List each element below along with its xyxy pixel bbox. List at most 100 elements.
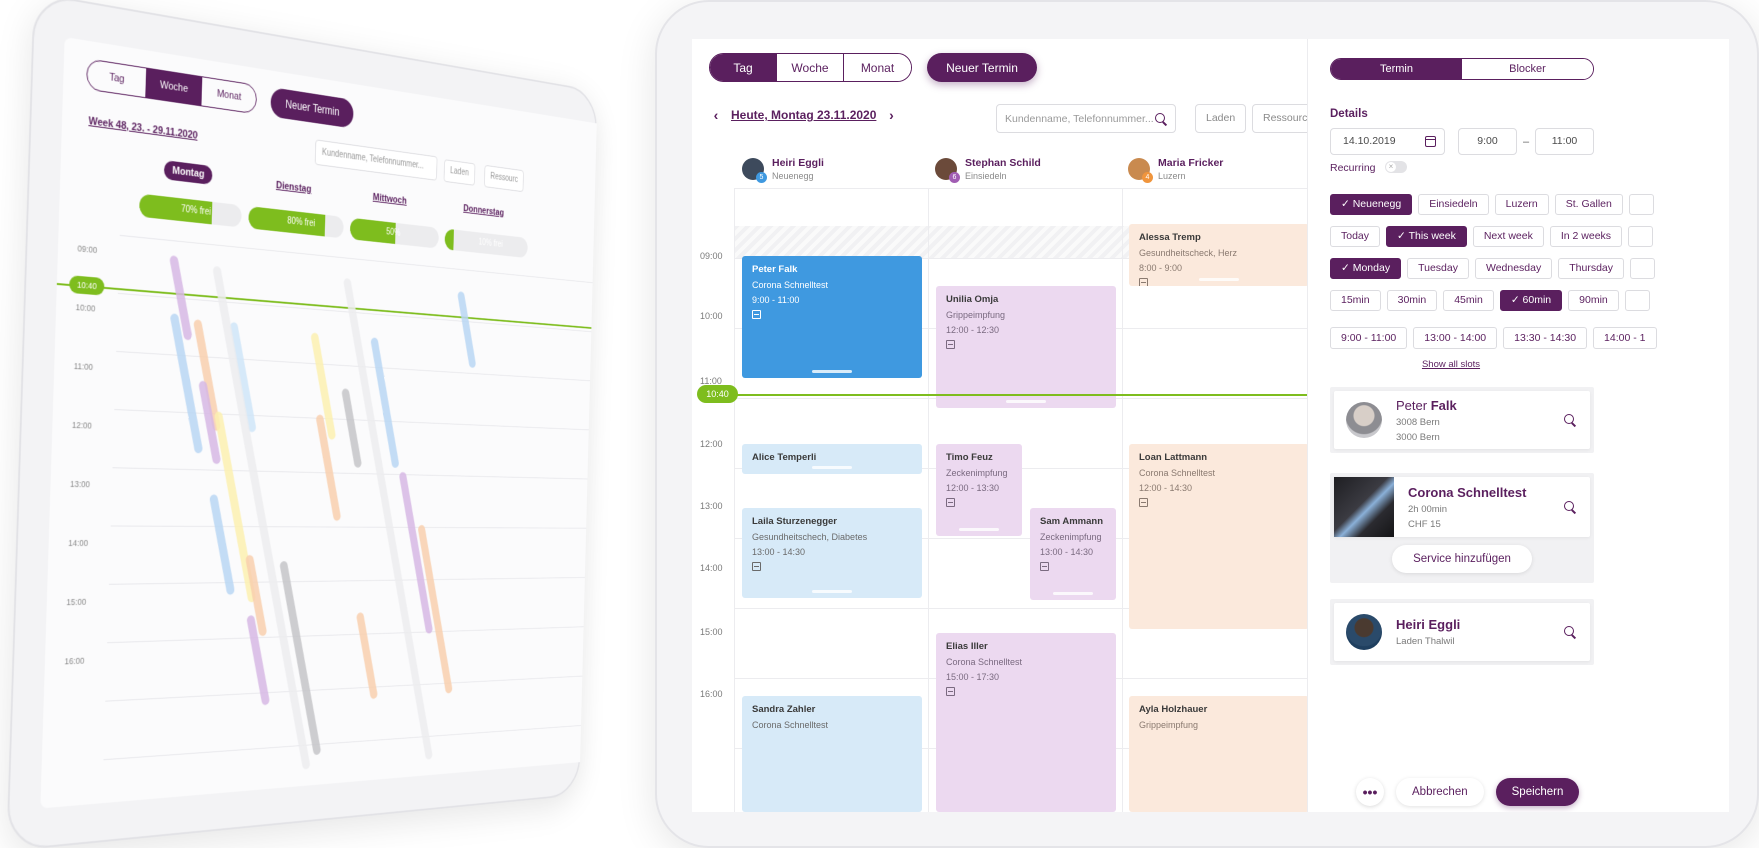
chip-weekday-wednesday[interactable]: Wednesday bbox=[1475, 258, 1552, 279]
back-view-monat[interactable]: Monat bbox=[201, 77, 256, 113]
back-view-switch: Tag Woche Monat bbox=[86, 58, 257, 114]
chip-duration-more[interactable] bbox=[1625, 290, 1650, 311]
chip-slot[interactable]: 9:00 - 11:00 bbox=[1330, 327, 1407, 349]
show-all-slots-link[interactable]: Show all slots bbox=[1308, 359, 1594, 370]
location-chips: Neuenegg Einsiedeln Luzern St. Gallen bbox=[1330, 194, 1654, 215]
tab-termin[interactable]: Termin bbox=[1331, 59, 1462, 79]
chip-location-einsiedeln[interactable]: Einsiedeln bbox=[1418, 194, 1488, 215]
appointment-alice-temperli[interactable]: Alice Temperli bbox=[742, 444, 922, 474]
chip-period-more[interactable] bbox=[1628, 226, 1653, 247]
resource-header-stephan[interactable]: 6 Stephan Schild Einsiedeln bbox=[935, 157, 1041, 181]
time-from-field[interactable]: 9:00 bbox=[1458, 128, 1517, 155]
service-image bbox=[1334, 477, 1394, 537]
chip-slot[interactable]: 13:00 - 14:00 bbox=[1413, 327, 1497, 349]
back-day-wednesday[interactable]: Mittwoch bbox=[373, 192, 407, 207]
view-monat-button[interactable]: Monat bbox=[844, 54, 911, 81]
appointment-ayla-holzhauer[interactable]: Ayla Holzhauer Grippeimpfung bbox=[1129, 696, 1309, 812]
chip-weekday-tuesday[interactable]: Tuesday bbox=[1407, 258, 1469, 279]
chip-duration-45[interactable]: 45min bbox=[1443, 290, 1494, 311]
back-filter-laden[interactable]: Laden bbox=[444, 159, 476, 186]
appointment-unilia-omja[interactable]: Unilia Omja Grippeimpfung 12:00 - 12:30 bbox=[936, 286, 1116, 408]
search-icon[interactable] bbox=[1155, 113, 1167, 125]
resize-handle[interactable] bbox=[1053, 592, 1093, 595]
chip-weekday-monday[interactable]: Monday bbox=[1330, 258, 1401, 279]
chip-period-in-2-weeks[interactable]: In 2 weeks bbox=[1550, 226, 1622, 247]
date-field[interactable]: 14.10.2019 bbox=[1330, 128, 1445, 155]
appointment-peter-falk[interactable]: Peter Falk Corona Schnelltest 9:00 - 11:… bbox=[742, 256, 922, 378]
tab-blocker[interactable]: Blocker bbox=[1462, 59, 1593, 79]
more-options-button[interactable]: ••• bbox=[1356, 778, 1384, 806]
resource-header-maria[interactable]: 4 Maria Fricker Luzern bbox=[1128, 157, 1223, 181]
resource-header-heiri[interactable]: 5 Heiri Eggli Neuenegg bbox=[742, 157, 824, 181]
appointment-laila-sturzenegger[interactable]: Laila Sturzenegger Gesundheitschech, Dia… bbox=[742, 508, 922, 598]
staff-card[interactable]: Heiri Eggli Laden Thalwil bbox=[1334, 603, 1590, 661]
back-day-monday[interactable]: Montag bbox=[164, 160, 213, 185]
search-input[interactable] bbox=[1005, 113, 1155, 125]
appointment-service: Corona Schnelltest bbox=[1139, 468, 1299, 478]
appointment-sam-ammann[interactable]: Sam Ammann Zeckenimpfung 13:00 - 14:30 bbox=[1030, 508, 1116, 600]
chip-weekday-more[interactable] bbox=[1630, 258, 1655, 279]
view-tag-button[interactable]: Tag bbox=[710, 54, 777, 81]
back-view-tag[interactable]: Tag bbox=[87, 59, 146, 97]
back-week-title[interactable]: Week 48, 23. - 29.11.2020 bbox=[88, 115, 197, 141]
chip-duration-15[interactable]: 15min bbox=[1330, 290, 1381, 311]
chip-duration-90[interactable]: 90min bbox=[1568, 290, 1619, 311]
customer-first-name: Peter bbox=[1396, 398, 1427, 413]
appointment-loan-lattmann[interactable]: Loan Lattmann Corona Schnelltest 12:00 -… bbox=[1129, 444, 1309, 629]
chip-weekday-thursday[interactable]: Thursday bbox=[1558, 258, 1624, 279]
appointment-elias-iller[interactable]: Elias Iller Corona Schnelltest 15:00 - 1… bbox=[936, 633, 1116, 812]
resize-handle[interactable] bbox=[812, 370, 852, 373]
resize-handle[interactable] bbox=[1199, 278, 1239, 281]
cancel-button[interactable]: Abbrechen bbox=[1396, 778, 1484, 806]
back-view-woche[interactable]: Woche bbox=[145, 68, 202, 105]
back-capacity-bar-tuesday: 80% frei bbox=[248, 206, 344, 238]
save-button[interactable]: Speichern bbox=[1496, 778, 1580, 806]
period-chips: Today This week Next week In 2 weeks bbox=[1330, 226, 1653, 247]
chip-duration-30[interactable]: 30min bbox=[1387, 290, 1438, 311]
date-title[interactable]: Heute, Montag 23.11.2020 bbox=[731, 108, 876, 122]
chip-location-neuenegg[interactable]: Neuenegg bbox=[1330, 194, 1412, 215]
time-to-field[interactable]: 11:00 bbox=[1535, 128, 1594, 155]
view-woche-button[interactable]: Woche bbox=[777, 54, 844, 81]
chip-location-more[interactable] bbox=[1629, 194, 1654, 215]
chip-slot[interactable]: 13:30 - 14:30 bbox=[1503, 327, 1587, 349]
chevron-right-icon[interactable]: › bbox=[884, 108, 898, 122]
chip-slot[interactable]: 14:00 - 1 bbox=[1593, 327, 1656, 349]
chip-duration-60[interactable]: 60min bbox=[1500, 290, 1562, 311]
filter-laden[interactable]: Laden bbox=[1195, 104, 1246, 133]
chip-period-today[interactable]: Today bbox=[1330, 226, 1380, 247]
appointment-timo-feuz[interactable]: Timo Feuz Zeckenimpfung 12:00 - 13:30 bbox=[936, 444, 1022, 536]
back-time-label: 12:00 bbox=[72, 420, 92, 431]
customer-card-wrap: Peter Falk 3008 Bern 3000 Bern bbox=[1330, 387, 1594, 453]
appointment-time: 12:00 - 14:30 bbox=[1139, 483, 1299, 493]
chip-location-st-gallen[interactable]: St. Gallen bbox=[1555, 194, 1623, 215]
add-service-button[interactable]: Service hinzufügen bbox=[1392, 545, 1532, 573]
back-filter-ressource[interactable]: Ressourc bbox=[484, 165, 524, 192]
appointment-sandra-zahler[interactable]: Sandra Zahler Corona Schnelltest bbox=[742, 696, 922, 812]
calendar-icon[interactable] bbox=[1425, 136, 1436, 147]
chip-period-next-week[interactable]: Next week bbox=[1473, 226, 1544, 247]
resize-handle[interactable] bbox=[959, 528, 999, 531]
zoom-in-icon[interactable] bbox=[1564, 414, 1576, 426]
chip-period-this-week[interactable]: This week bbox=[1386, 226, 1467, 247]
appointment-panel: Termin Blocker Details 14.10.2019 9:00 –… bbox=[1307, 39, 1729, 812]
zoom-in-icon[interactable] bbox=[1564, 501, 1576, 513]
details-heading: Details bbox=[1330, 108, 1368, 120]
back-search-input[interactable]: Kundenname, Telefonnummer... bbox=[315, 139, 438, 180]
customer-card[interactable]: Peter Falk 3008 Bern 3000 Bern bbox=[1334, 391, 1590, 449]
appointment-alessa-tremp[interactable]: Alessa Tremp Gesundheitscheck, Herz 8:00… bbox=[1129, 224, 1309, 286]
chevron-left-icon[interactable]: ‹ bbox=[709, 108, 723, 122]
back-day-thursday[interactable]: Donnerstag bbox=[463, 203, 504, 218]
back-new-appointment-button[interactable]: Neuer Termin bbox=[270, 87, 353, 128]
resize-handle[interactable] bbox=[812, 590, 852, 593]
grid-line bbox=[928, 188, 929, 812]
service-card[interactable]: Corona Schnelltest 2h 00min CHF 15 bbox=[1334, 477, 1590, 537]
recurring-toggle[interactable] bbox=[1385, 161, 1407, 173]
resize-handle[interactable] bbox=[812, 466, 852, 469]
chip-location-luzern[interactable]: Luzern bbox=[1495, 194, 1549, 215]
new-appointment-button[interactable]: Neuer Termin bbox=[927, 53, 1037, 82]
zoom-in-icon[interactable] bbox=[1564, 626, 1576, 638]
back-day-tuesday[interactable]: Dienstag bbox=[276, 180, 312, 195]
resource-name: Maria Fricker bbox=[1158, 157, 1223, 169]
resize-handle[interactable] bbox=[1006, 400, 1046, 403]
